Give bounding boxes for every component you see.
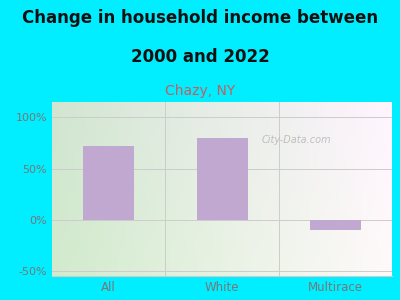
Bar [310,220,361,230]
Bar [83,146,134,220]
Bar [196,138,248,220]
Text: Change in household income between: Change in household income between [22,9,378,27]
Text: City-Data.com: City-Data.com [262,135,332,145]
Text: 2000 and 2022: 2000 and 2022 [131,48,269,66]
Text: Chazy, NY: Chazy, NY [165,84,235,98]
